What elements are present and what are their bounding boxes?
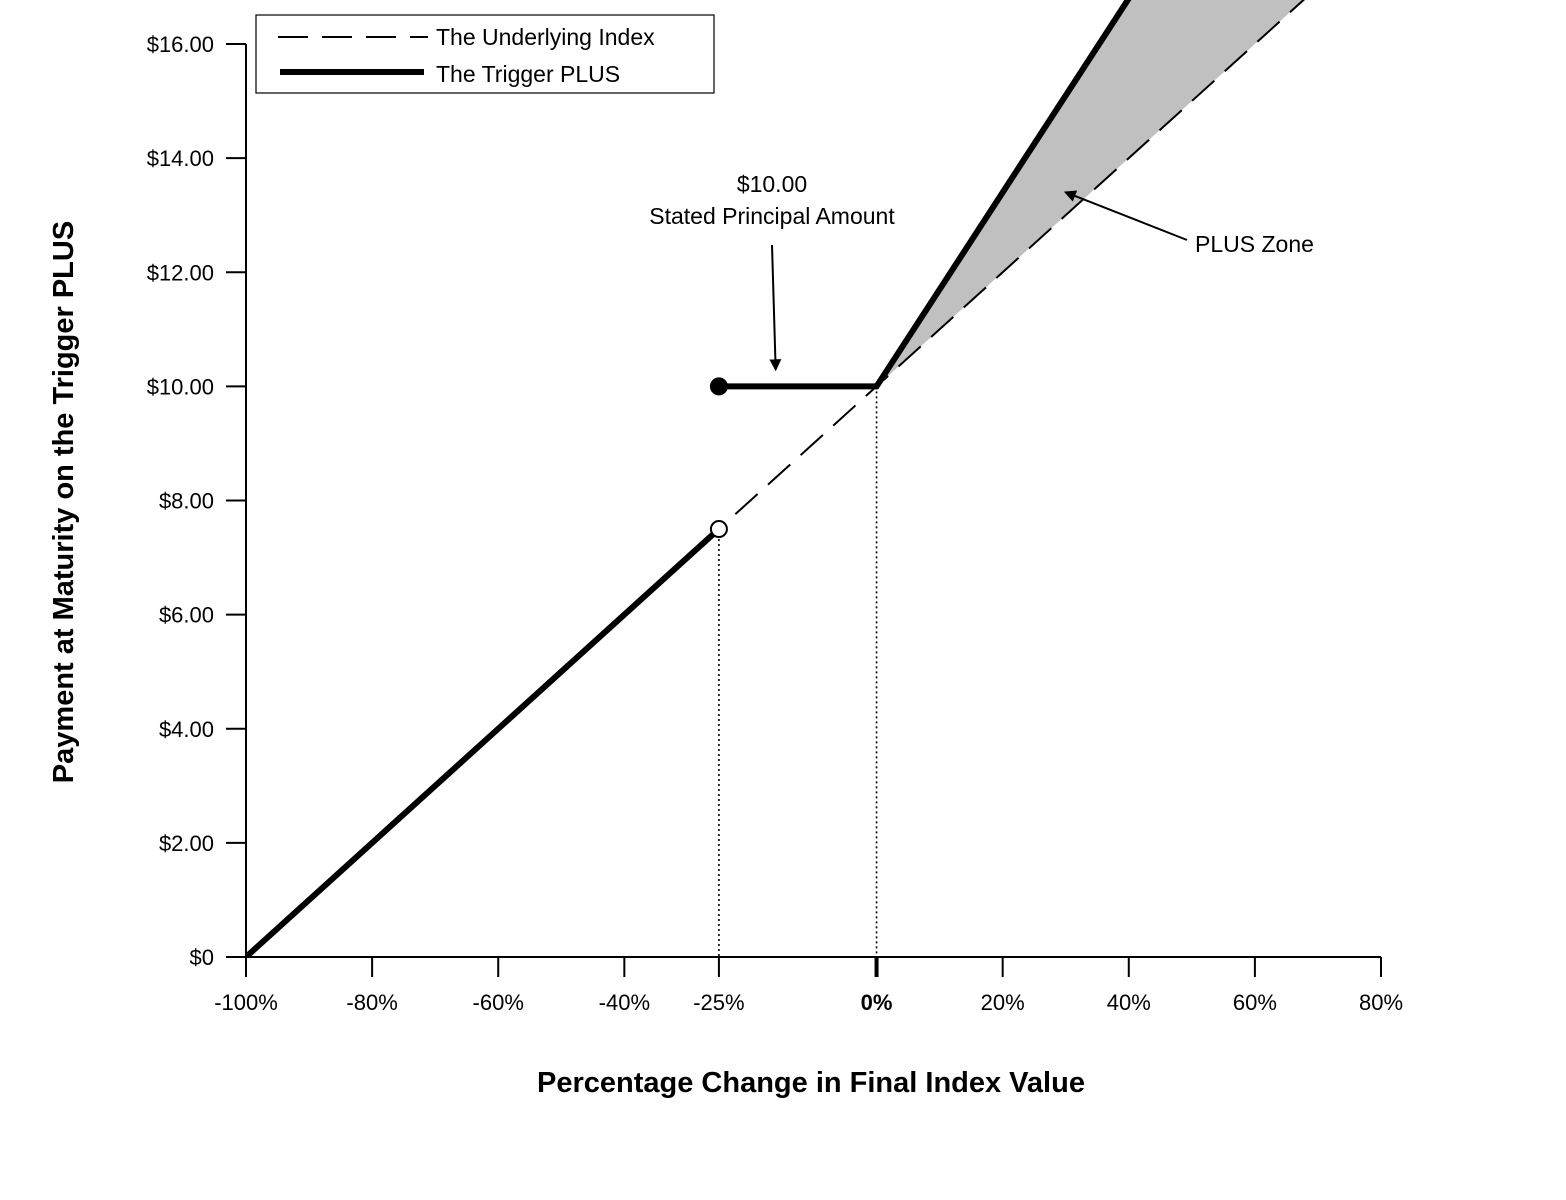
y-tick-label-4: $8.00 bbox=[159, 489, 214, 514]
trigger-plus-segment-1 bbox=[718, 0, 1132, 390]
annotation-principal-amount-arrow bbox=[769, 244, 782, 372]
annotation-plus-zone-arrow bbox=[1063, 190, 1188, 241]
annotations: $10.00 Stated Principal Amount PLUS Zone bbox=[649, 171, 1314, 372]
annotation-principal-amount-line-2: Stated Principal Amount bbox=[649, 203, 895, 229]
y-tick-label-3: $6.00 bbox=[159, 603, 214, 628]
y-tick-label-7: $14.00 bbox=[147, 146, 214, 171]
legend: The Underlying Index The Trigger PLUS bbox=[255, 14, 715, 94]
x-tick-label-1: -80% bbox=[346, 990, 397, 1015]
y-tick-label-5: $10.00 bbox=[147, 374, 214, 399]
y-tick-label-8: $16.00 bbox=[147, 32, 214, 57]
legend-label-trigger-plus: The Trigger PLUS bbox=[436, 61, 620, 87]
annotation-plus-zone-label: PLUS Zone bbox=[1195, 231, 1314, 257]
plus-zone-area bbox=[876, 0, 1304, 387]
marker-open-1 bbox=[709, 520, 728, 539]
y-tick-label-1: $2.00 bbox=[159, 831, 214, 856]
underlying-index-line bbox=[246, 0, 1306, 957]
y-axis-title: Payment at Maturity on the Trigger PLUS bbox=[48, 221, 80, 783]
trigger-plus-line bbox=[246, 0, 1132, 957]
x-tick-label-0: -100% bbox=[214, 990, 278, 1015]
y-tick-label-0: $0 bbox=[190, 945, 214, 970]
y-tick-label-6: $12.00 bbox=[147, 260, 214, 285]
trigger-plus-segment-0 bbox=[246, 526, 721, 957]
legend-box bbox=[255, 14, 715, 94]
underlying-index-path bbox=[246, 0, 1306, 957]
x-tick-label-3: -40% bbox=[599, 990, 650, 1015]
legend-label-underlying-index: The Underlying Index bbox=[436, 24, 655, 50]
marker-filled-0 bbox=[709, 377, 728, 396]
reference-lines bbox=[718, 386, 878, 957]
y-tick-label-2: $4.00 bbox=[159, 717, 214, 742]
axes: $0 $2.00 $4.00 $6.00 $8.00 $10.00 $12.00 $14.00… bbox=[147, 32, 1403, 1015]
x-tick-label-9: 80% bbox=[1359, 990, 1403, 1015]
x-tick-label-5: 0% bbox=[861, 990, 893, 1015]
x-axis-title: Percentage Change in Final Index Value bbox=[537, 1067, 1085, 1099]
x-tick-label-6: 20% bbox=[981, 990, 1025, 1015]
annotation-principal-amount-line-1: $10.00 bbox=[737, 171, 807, 197]
x-tick-label-4: -25% bbox=[693, 990, 744, 1015]
x-tick-label-7: 40% bbox=[1107, 990, 1151, 1015]
markers bbox=[709, 377, 728, 539]
x-tick-label-2: -60% bbox=[473, 990, 524, 1015]
x-tick-label-8: 60% bbox=[1233, 990, 1277, 1015]
